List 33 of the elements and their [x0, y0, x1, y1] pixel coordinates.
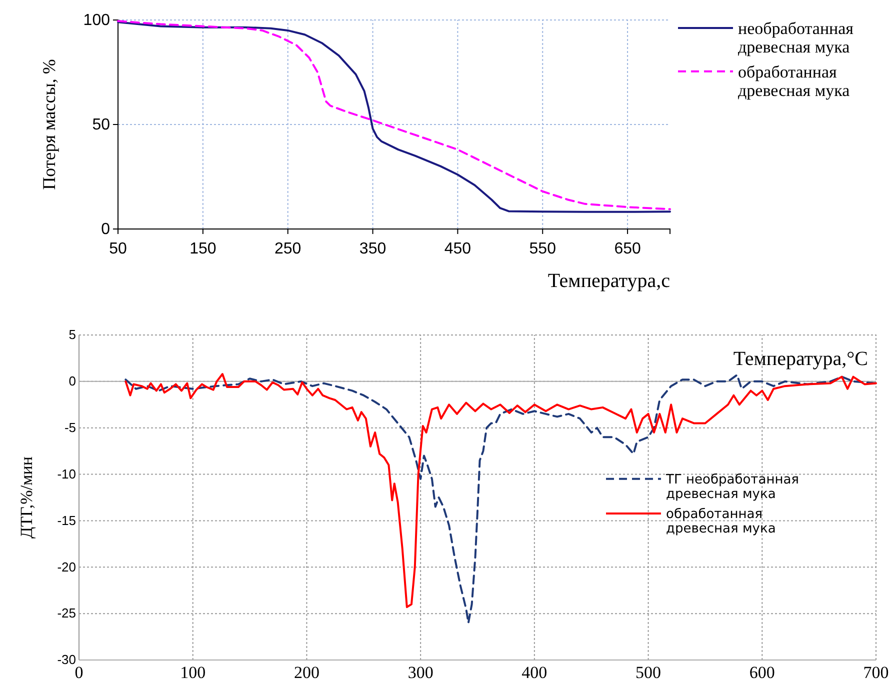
x-tick-label: 100 [180, 663, 206, 682]
y-tick-label: -20 [57, 559, 76, 574]
x-tick-label: 700 [863, 663, 889, 682]
x-tick-label: 350 [359, 240, 386, 258]
y-tick-label: -25 [57, 606, 76, 621]
x-tick-label: 550 [529, 240, 556, 258]
x-tick-label: 400 [522, 663, 548, 682]
y-axis-title: ДТГ,%/мин [17, 456, 36, 538]
x-tick-label: 300 [408, 663, 434, 682]
y-tick-label: -10 [57, 466, 76, 482]
legend-label: ТГ необработанная древесная мука [665, 472, 799, 502]
x-tick-label: 450 [444, 240, 472, 258]
x-tick-label: 650 [614, 240, 641, 258]
y-axis-title: Потеря массы, % [39, 59, 59, 190]
x-tick-label: 600 [749, 663, 775, 682]
legend-label: обработанная древесная мука [666, 507, 776, 536]
y-tick-label: 50 [92, 116, 110, 134]
x-axis-title: Температура,с [548, 270, 670, 292]
y-tick-label: 0 [101, 221, 110, 238]
y-tick-label: -30 [57, 652, 76, 668]
y-tick-label: 0 [68, 374, 76, 389]
x-tick-label: 200 [294, 663, 320, 682]
x-tick-label: 50 [109, 240, 127, 258]
legend-label: обработанная древесная мука [738, 62, 850, 100]
x-tick-label: 500 [636, 663, 662, 682]
x-tick-label: 150 [190, 240, 216, 258]
x-tick-label: 250 [274, 240, 302, 258]
x-axis-title: Температура,°С [733, 348, 868, 370]
y-tick-label: -15 [57, 512, 76, 528]
y-tick-label: -5 [64, 420, 76, 436]
y-tick-label: 100 [83, 12, 110, 30]
y-tick-label: 5 [68, 327, 76, 342]
legend-label: необработанная древесная мука [738, 18, 854, 57]
